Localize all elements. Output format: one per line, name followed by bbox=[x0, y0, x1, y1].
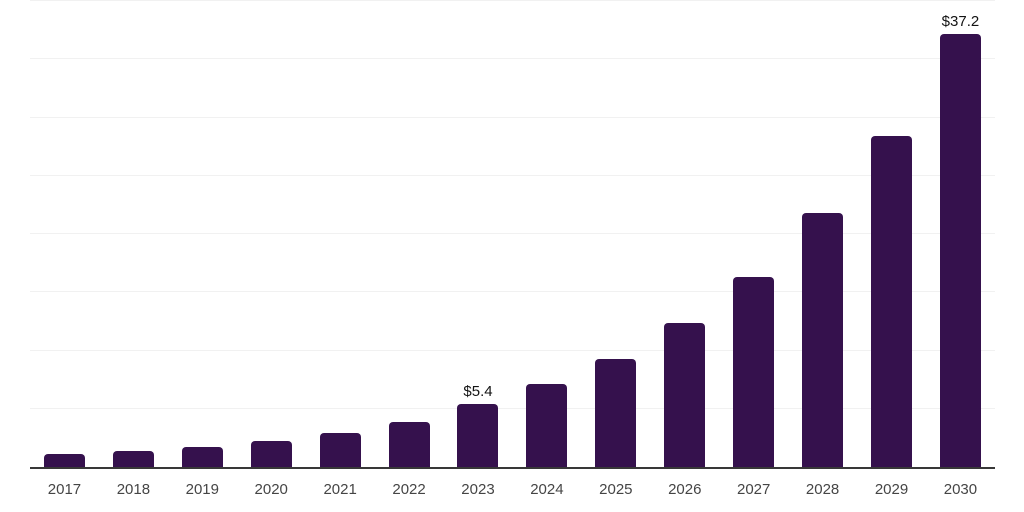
bar-column-2021 bbox=[306, 1, 375, 467]
bar-column-2022 bbox=[375, 1, 444, 467]
x-tick-label-2024: 2024 bbox=[530, 481, 564, 498]
bar-column-2019 bbox=[168, 1, 237, 467]
bar-column-2028 bbox=[788, 1, 857, 467]
x-tick-label-2019: 2019 bbox=[185, 481, 219, 498]
value-label-2023: $5.4 bbox=[463, 383, 493, 401]
gridline bbox=[30, 407, 995, 409]
gridline bbox=[30, 116, 995, 118]
x-tick-label-2028: 2028 bbox=[805, 481, 840, 498]
bar-column-2017 bbox=[30, 1, 99, 467]
bar-2017 bbox=[43, 454, 85, 467]
bar-column-2023: $5.4 bbox=[444, 1, 513, 467]
x-tick-label-2022: 2022 bbox=[392, 481, 426, 498]
bar-column-2027 bbox=[719, 1, 788, 467]
gridline bbox=[30, 291, 995, 293]
bars-row: $5.4 $37.2 bbox=[30, 1, 995, 467]
x-tick-label-2018: 2018 bbox=[116, 481, 151, 498]
bar-column-2025 bbox=[581, 1, 650, 467]
plot-area: $5.4 $37.2 bbox=[30, 0, 995, 469]
bar-2029 bbox=[871, 136, 913, 467]
x-tick-label-2017: 2017 bbox=[47, 481, 82, 498]
bar-2026 bbox=[664, 322, 706, 467]
gridline bbox=[30, 349, 995, 351]
bar-2020 bbox=[250, 441, 292, 467]
bar-column-2029 bbox=[857, 1, 926, 467]
bar-2019 bbox=[181, 447, 223, 467]
x-tick-label-2030: 2030 bbox=[943, 481, 978, 498]
bar-2022 bbox=[388, 421, 430, 467]
bar-column-2026 bbox=[650, 1, 719, 467]
value-label-2030: $37.2 bbox=[941, 12, 980, 30]
bar-2023 bbox=[457, 404, 499, 467]
x-tick-label-2027: 2027 bbox=[736, 481, 771, 498]
x-tick-label-2025: 2025 bbox=[599, 481, 633, 498]
x-tick-label-2029: 2029 bbox=[874, 481, 909, 498]
bar-2028 bbox=[802, 213, 844, 467]
bar-column-2024 bbox=[512, 1, 581, 467]
bar-2030 bbox=[939, 33, 981, 467]
gridline bbox=[30, 233, 995, 234]
gridline bbox=[30, 0, 995, 1]
gridline bbox=[30, 58, 995, 60]
x-tick-label-2023: 2023 bbox=[461, 481, 495, 498]
x-axis-labels: 2017 2018 2019 2020 2021 2022 2023 2024 2025 2026… bbox=[30, 471, 995, 497]
x-tick-label-2021: 2021 bbox=[323, 481, 357, 498]
bar-column-2030: $37.2 bbox=[926, 1, 995, 467]
bar-column-2018 bbox=[99, 1, 168, 467]
bar-2025 bbox=[595, 358, 637, 467]
x-tick-label-2020: 2020 bbox=[254, 481, 288, 498]
gridline bbox=[30, 174, 995, 176]
bar-2018 bbox=[112, 450, 154, 467]
bar-2027 bbox=[733, 277, 775, 467]
bar-2021 bbox=[319, 433, 361, 467]
bar-column-2020 bbox=[237, 1, 306, 467]
bar-2024 bbox=[526, 384, 568, 467]
x-tick-label-2026: 2026 bbox=[668, 481, 702, 498]
